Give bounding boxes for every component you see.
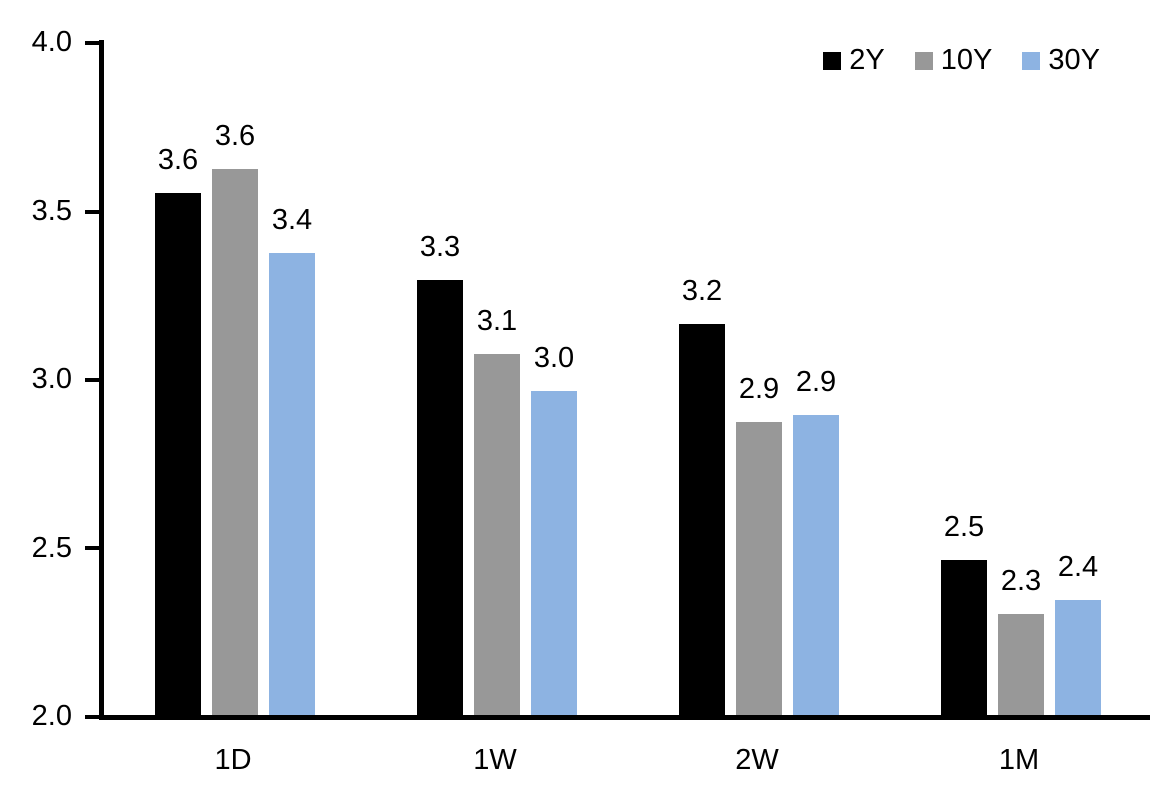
x-category-label: 2W	[735, 744, 779, 776]
bar-30y-1w	[531, 391, 577, 715]
legend-label: 10Y	[940, 44, 993, 76]
bar-10y-1d	[212, 169, 258, 715]
legend-swatch-icon	[914, 51, 933, 70]
y-tick-mark	[85, 378, 102, 382]
data-label-10y-1d: 3.6	[214, 120, 256, 152]
data-label-10y-1m: 2.3	[1000, 565, 1042, 597]
data-label-10y-2w: 2.9	[738, 373, 780, 405]
y-tick-label: 4.0	[31, 26, 72, 58]
legend-swatch-icon	[823, 51, 842, 70]
y-tick-mark	[85, 546, 102, 550]
data-label-10y-1w: 3.1	[476, 305, 518, 337]
y-tick-label: 2.5	[31, 532, 72, 564]
x-axis-line	[99, 715, 1150, 720]
data-label-2y-1m: 2.5	[943, 511, 985, 543]
data-label-30y-1m: 2.4	[1057, 551, 1099, 583]
legend-label: 2Y	[849, 44, 885, 76]
y-tick-mark	[85, 210, 102, 214]
bar-2y-1d	[155, 193, 201, 715]
y-tick-label: 3.0	[31, 363, 72, 395]
data-label-2y-2w: 3.2	[681, 275, 723, 307]
bar-30y-1d	[269, 253, 315, 715]
legend-item-10y: 10Y	[914, 44, 993, 76]
bar-10y-1m	[998, 614, 1044, 715]
bar-2y-1w	[417, 280, 463, 715]
data-label-30y-1w: 3.0	[533, 342, 575, 374]
data-label-30y-2w: 2.9	[795, 366, 837, 398]
x-category-label: 1W	[473, 744, 517, 776]
legend-swatch-icon	[1022, 51, 1041, 70]
bar-2y-2w	[679, 324, 725, 715]
data-label-2y-1d: 3.6	[157, 144, 199, 176]
bar-10y-2w	[736, 422, 782, 715]
y-tick-label: 2.0	[31, 700, 72, 732]
y-tick-mark	[85, 715, 102, 719]
x-category-label: 1M	[998, 744, 1040, 776]
bar-2y-1m	[941, 560, 987, 715]
data-label-2y-1w: 3.3	[419, 231, 461, 263]
y-tick-label: 3.5	[31, 195, 72, 227]
y-tick-mark	[85, 41, 102, 45]
bar-30y-1m	[1055, 600, 1101, 715]
bar-30y-2w	[793, 415, 839, 715]
bar-10y-1w	[474, 354, 520, 715]
legend: 2Y 10Y 30Y	[823, 46, 1100, 75]
data-label-30y-1d: 3.4	[271, 204, 313, 236]
x-category-label: 1D	[214, 744, 252, 776]
legend-label: 30Y	[1048, 44, 1100, 76]
legend-item-2y: 2Y	[823, 44, 885, 76]
legend-item-30y: 30Y	[1022, 46, 1100, 75]
